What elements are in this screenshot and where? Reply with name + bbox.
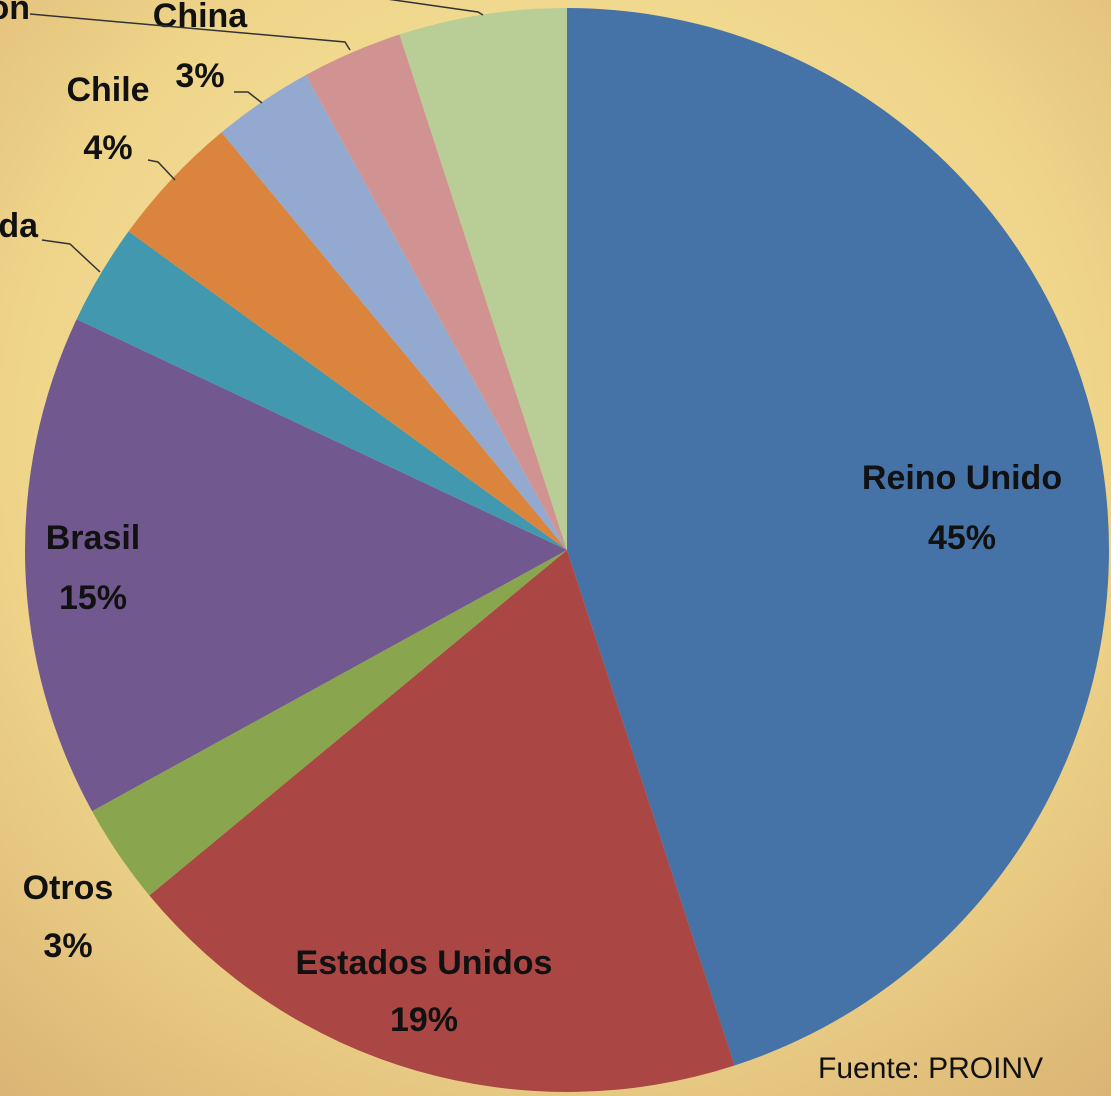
source-note: Fuente: PROINV xyxy=(818,1052,1043,1085)
pie-slice xyxy=(92,550,567,896)
value-label: 4% xyxy=(83,129,132,167)
slice-label: Estados Unidos xyxy=(296,944,553,982)
pie-slice xyxy=(399,8,567,550)
pie-slice xyxy=(128,132,567,550)
leader-line xyxy=(29,13,351,51)
pie-slice xyxy=(305,34,567,551)
leader-line xyxy=(41,239,101,273)
leader-line xyxy=(388,0,484,16)
slice-label: on xyxy=(0,0,30,27)
slice-label: Reino Unido xyxy=(862,459,1062,497)
value-label: 3% xyxy=(175,57,224,95)
pie-slice xyxy=(76,231,567,550)
value-label: 15% xyxy=(59,579,127,617)
pie-slice xyxy=(149,550,735,1093)
value-label: 19% xyxy=(390,1001,458,1039)
slice-label: Otros xyxy=(23,869,114,907)
pie-slice xyxy=(567,8,1110,1066)
pie-slice xyxy=(221,75,567,550)
leader-line xyxy=(147,159,176,181)
value-label: 45% xyxy=(928,519,996,557)
slice-label: Chile xyxy=(66,71,149,109)
value-label: 3% xyxy=(43,927,92,965)
leader-line xyxy=(234,91,263,104)
slice-label: da xyxy=(0,207,39,245)
slice-label: Brasil xyxy=(46,519,141,557)
pie-slice xyxy=(24,319,567,812)
